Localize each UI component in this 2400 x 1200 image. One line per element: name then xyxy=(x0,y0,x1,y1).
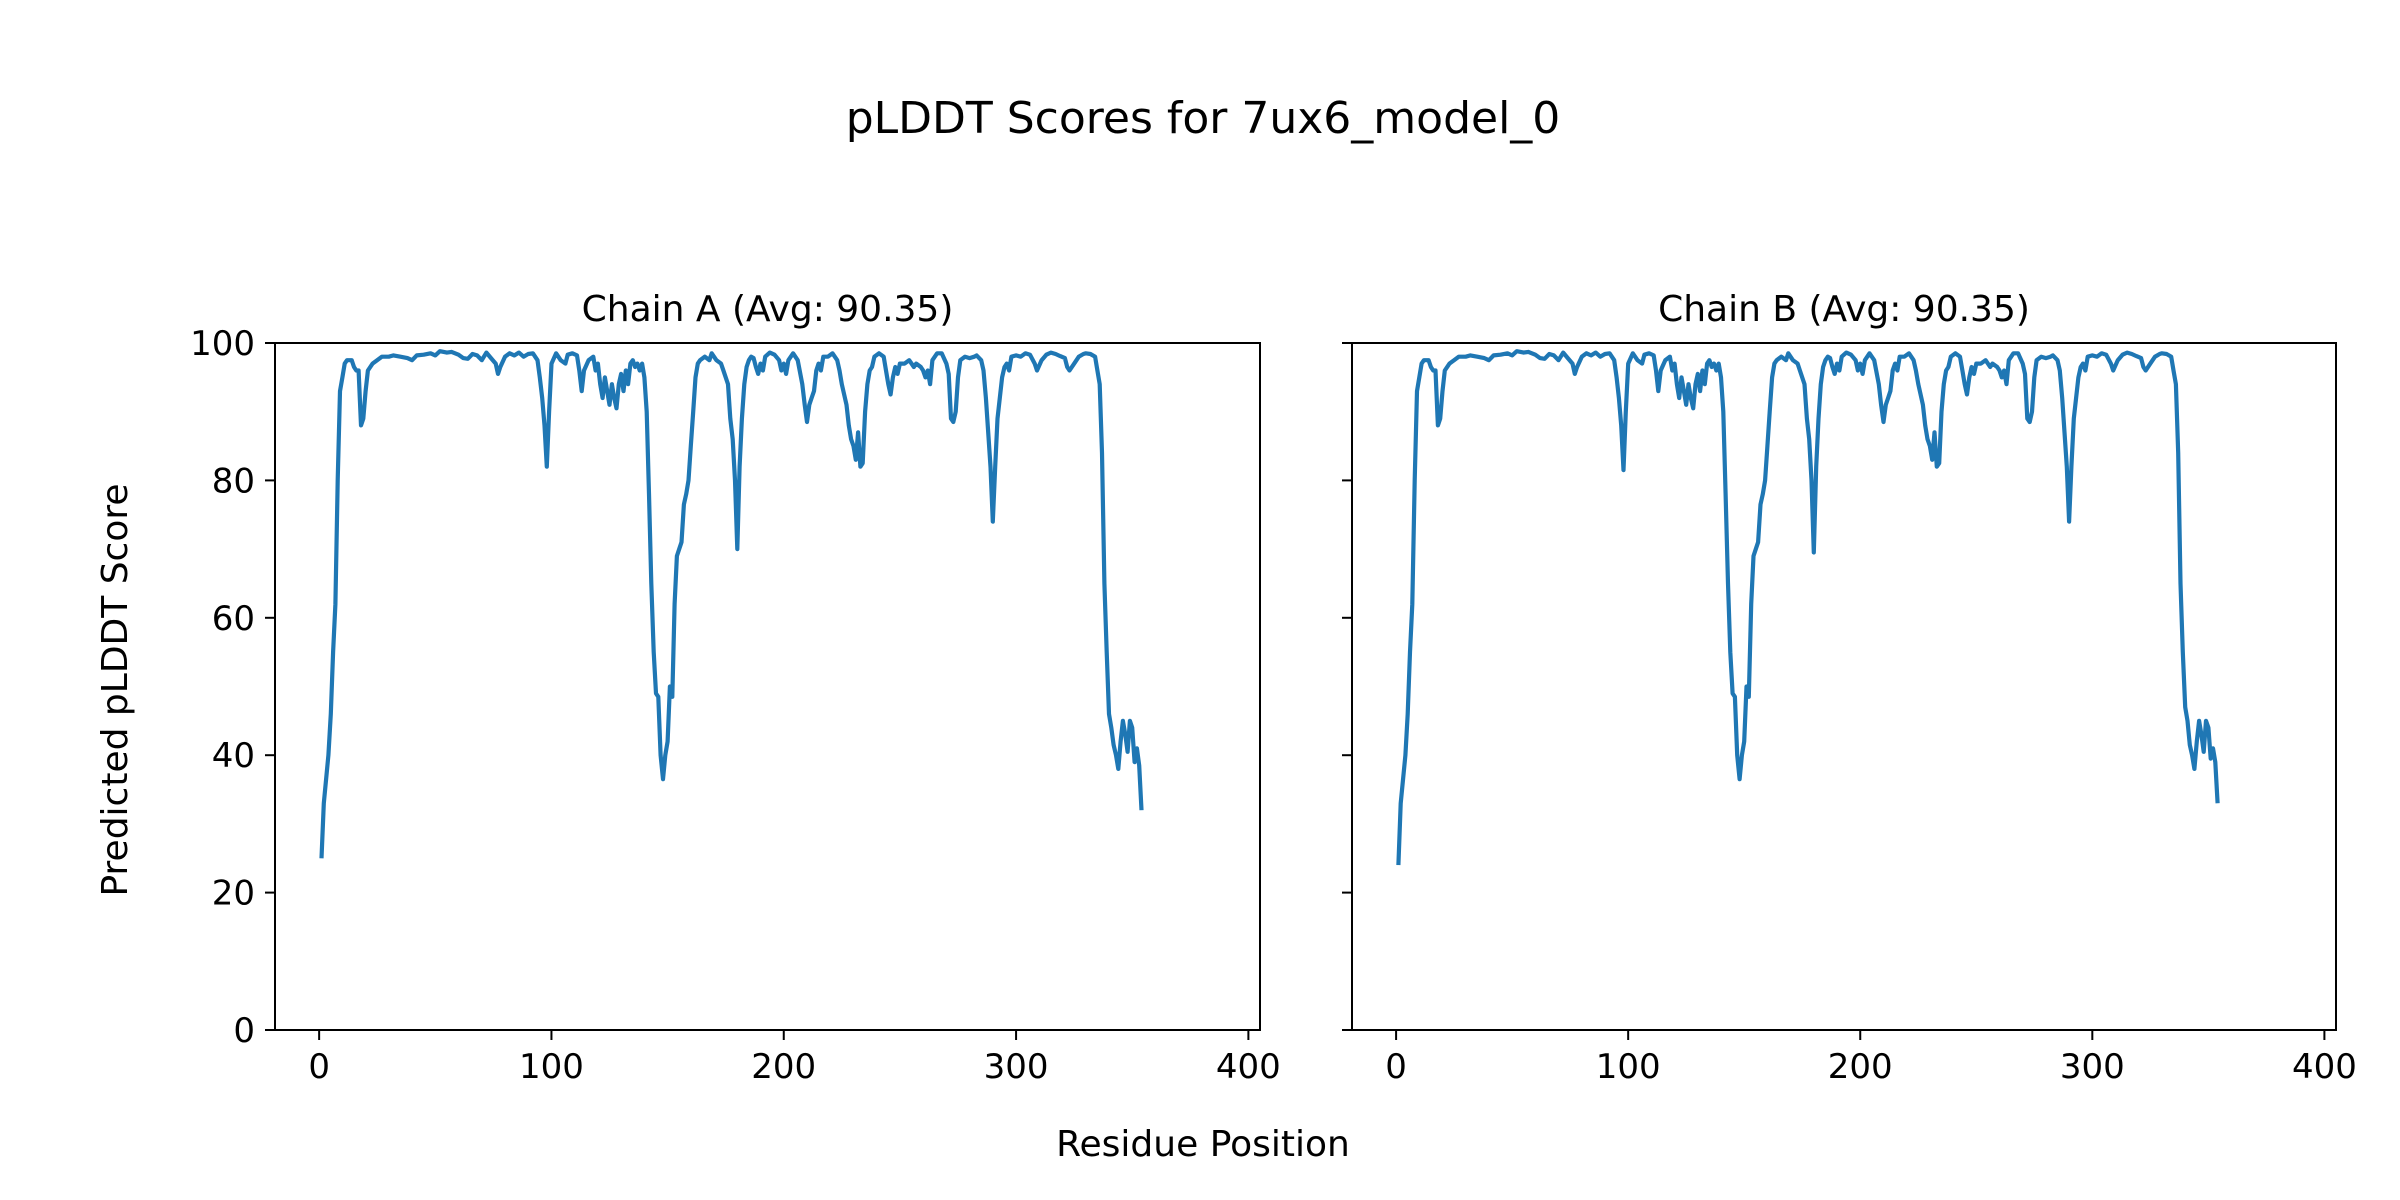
y-tick-label: 80 xyxy=(212,461,255,501)
y-tick-label: 0 xyxy=(233,1011,255,1051)
x-tick-label: 200 xyxy=(751,1047,816,1087)
y-tick-label: 100 xyxy=(190,324,255,364)
series-line xyxy=(1396,349,2220,866)
panel-title: Chain A (Avg: 90.35) xyxy=(582,289,954,330)
y-axis-label: Predicted pLDDT Score xyxy=(95,483,136,896)
x-tick-label: 300 xyxy=(2060,1047,2125,1087)
x-tick-label: 200 xyxy=(1828,1047,1893,1087)
axes-frame xyxy=(274,342,1261,1031)
x-tick-label: 300 xyxy=(984,1047,1049,1087)
chart-panel-b: Chain B (Avg: 90.35) 0 100 200 300 400 xyxy=(1342,289,2357,1087)
x-tick-label: 400 xyxy=(1216,1047,1281,1087)
x-tick-label: 100 xyxy=(1596,1047,1661,1087)
axes-frame xyxy=(1351,342,2337,1031)
chart-panel-a: Chain A (Avg: 90.35) 0 100 200 300 400 0 20 40 60… xyxy=(190,289,1281,1087)
chart-panels: Chain A (Avg: 90.35) 0 100 200 300 400 0 20 40 60… xyxy=(190,289,2357,1087)
figure-title: pLDDT Scores for 7ux6_model_0 xyxy=(846,93,1561,144)
y-tick-label: 60 xyxy=(212,599,255,639)
y-tick-label: 40 xyxy=(212,736,255,776)
x-tick-label: 0 xyxy=(308,1047,330,1087)
x-axis-label: Residue Position xyxy=(1056,1124,1350,1165)
panel-title: Chain B (Avg: 90.35) xyxy=(1658,289,2030,330)
x-tick-label: 0 xyxy=(1385,1047,1407,1087)
y-tick-label: 20 xyxy=(212,874,255,914)
x-tick-label: 400 xyxy=(2292,1047,2357,1087)
x-tick-label: 100 xyxy=(519,1047,584,1087)
series-line xyxy=(319,349,1144,859)
